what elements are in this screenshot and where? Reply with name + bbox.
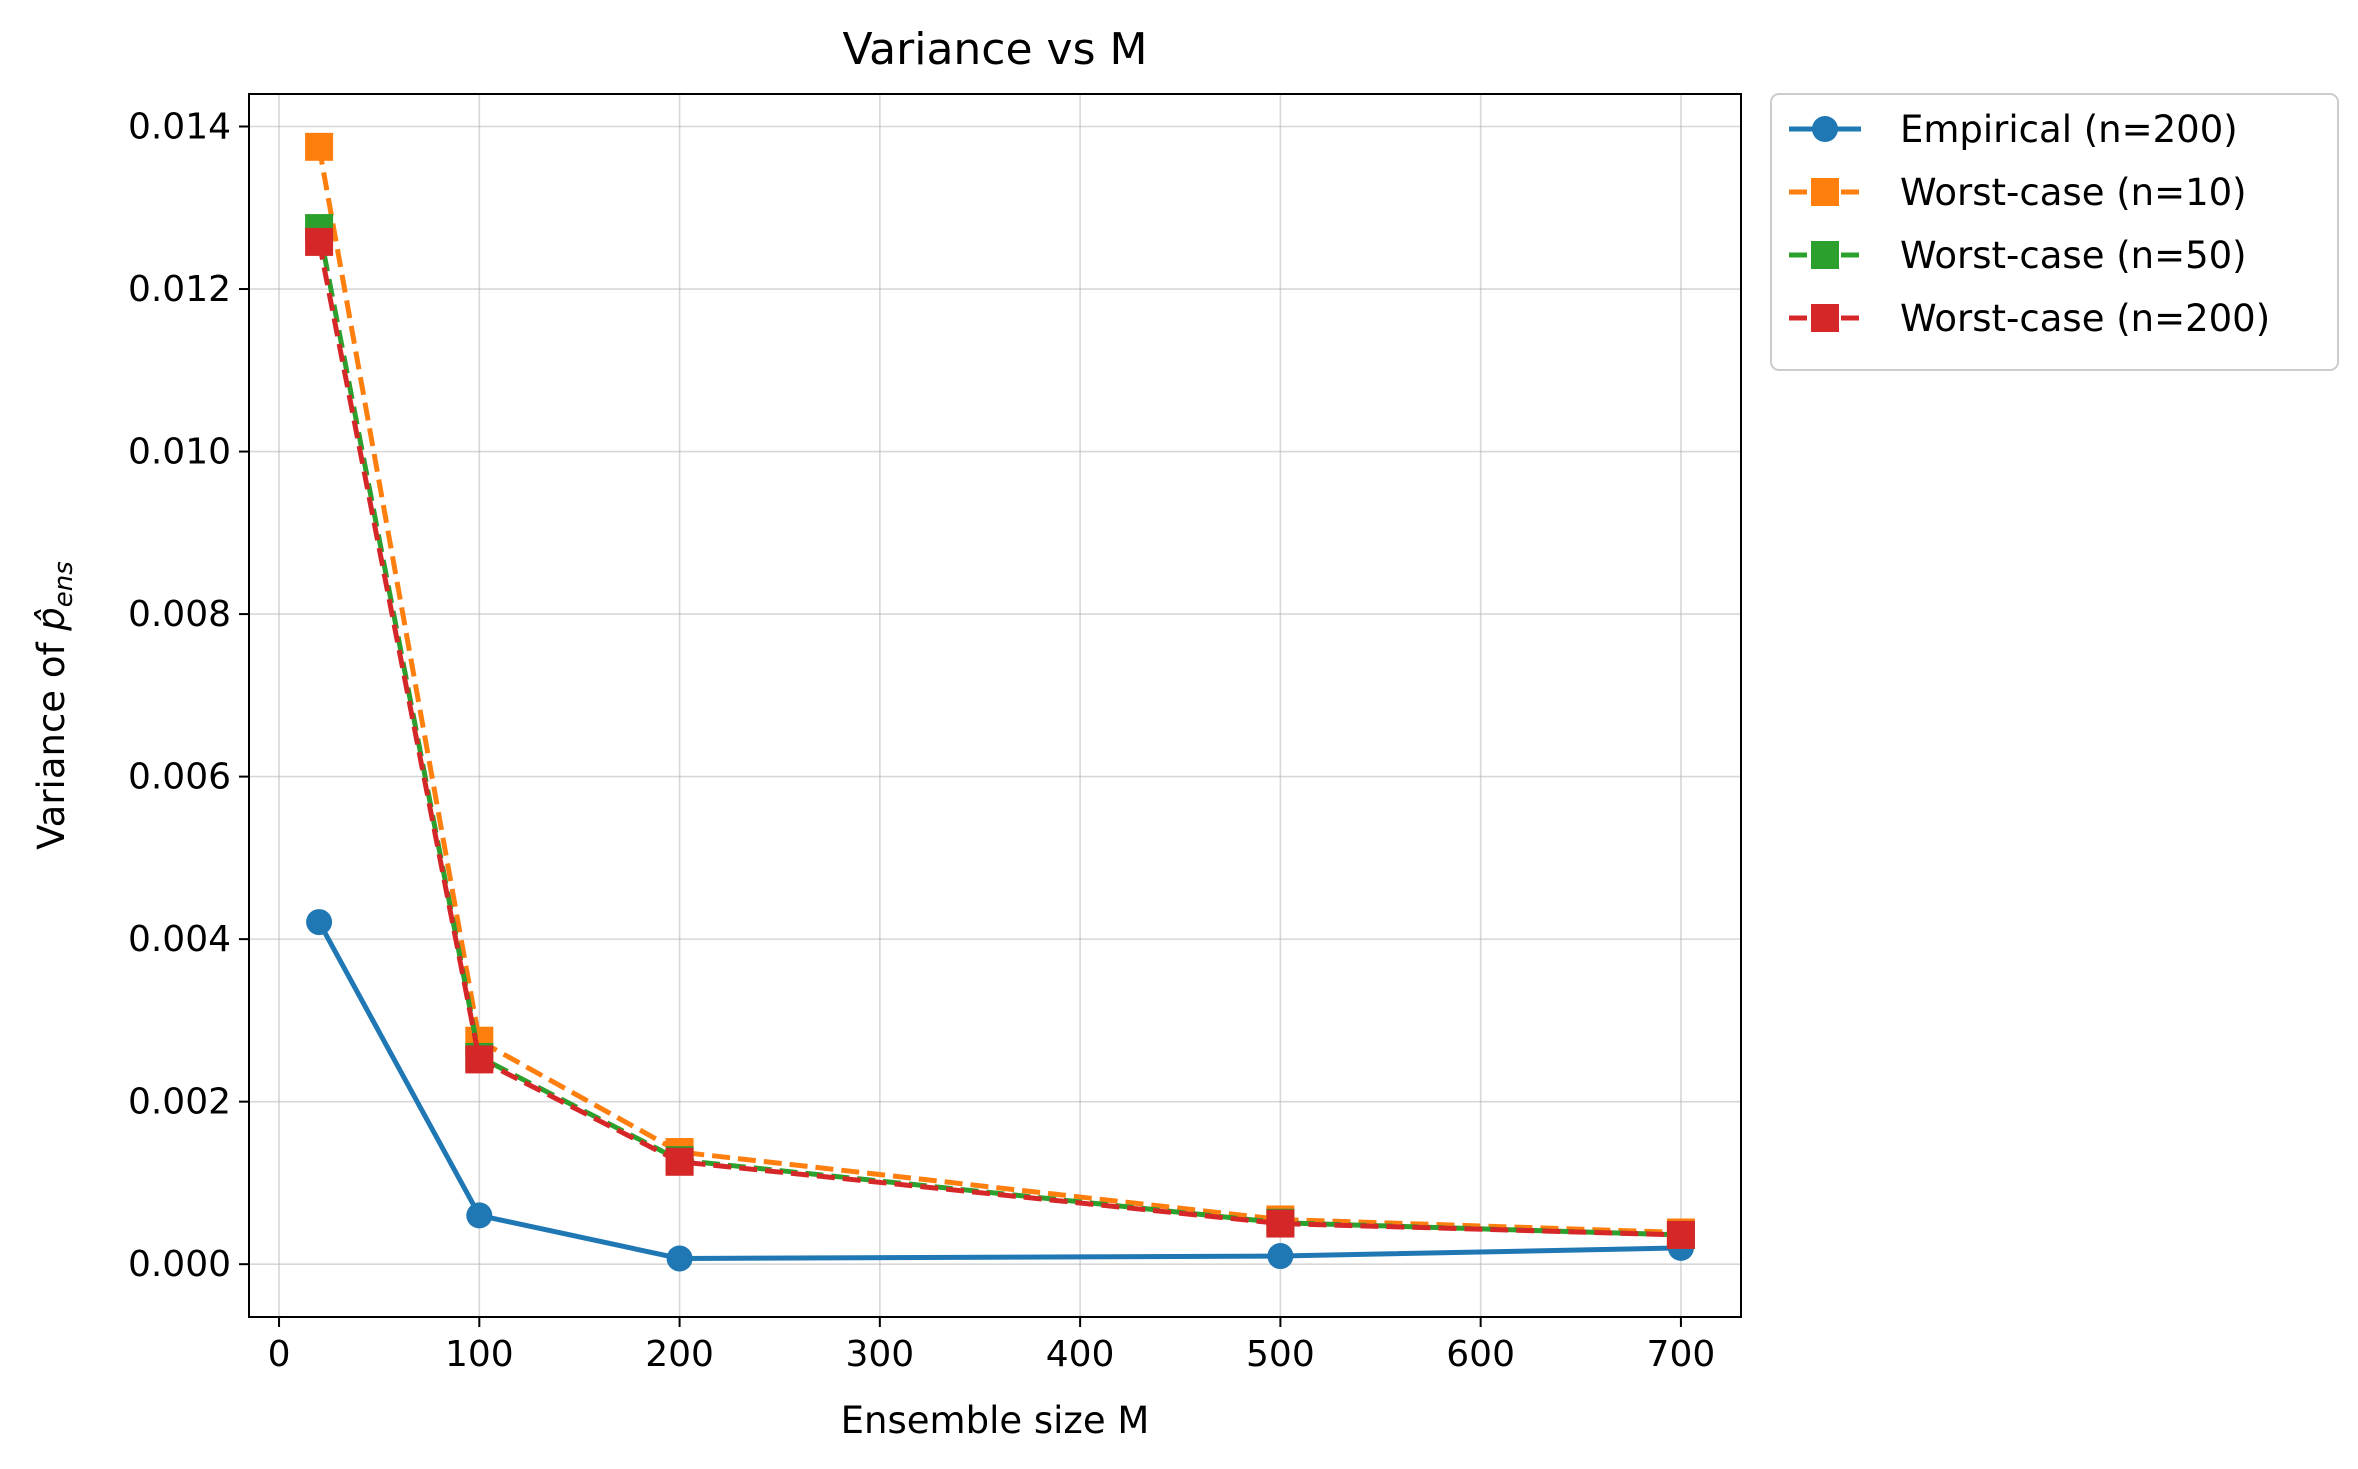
data-point [665, 1147, 694, 1176]
x-tick-label: 600 [1446, 1334, 1515, 1375]
y-axis-label-symbol: p̂ [30, 607, 73, 632]
data-point [306, 909, 333, 936]
x-tick-label: 100 [445, 1334, 514, 1375]
x-tick-label: 400 [1046, 1334, 1115, 1375]
series-layer [305, 132, 1695, 1272]
data-point [305, 132, 334, 161]
data-point [1266, 1209, 1295, 1238]
legend-marker [1811, 304, 1839, 332]
x-tick-label: 500 [1246, 1334, 1315, 1375]
x-tick-label: 300 [845, 1334, 914, 1375]
y-tick-label: 0.002 [128, 1082, 231, 1123]
legend-label: Worst-case (n=50) [1900, 234, 2247, 277]
legend-item: Worst-case (n=10) [1789, 171, 2247, 214]
y-tick-label: 0.000 [128, 1244, 231, 1285]
series-3 [305, 227, 1695, 1249]
data-point [466, 1202, 493, 1229]
legend-frame [1770, 93, 2339, 371]
data-point [1666, 1220, 1695, 1249]
legend-label: Empirical (n=200) [1900, 108, 2238, 151]
legend-item: Empirical (n=200) [1789, 108, 2238, 151]
legend-marker [1812, 116, 1838, 142]
legend-label: Worst-case (n=10) [1900, 171, 2247, 214]
y-tick-label: 0.010 [128, 432, 231, 473]
series-0 [306, 909, 1694, 1272]
data-point [666, 1245, 693, 1272]
y-tick-label: 0.014 [128, 107, 231, 148]
x-tick-label: 0 [268, 1334, 291, 1375]
data-point [465, 1045, 494, 1074]
x-tick-label: 700 [1647, 1334, 1716, 1375]
x-tick-label: 200 [645, 1334, 714, 1375]
legend-item: Worst-case (n=50) [1789, 234, 2247, 277]
legend-label: Worst-case (n=200) [1900, 297, 2270, 340]
grid [249, 94, 1741, 1317]
x-axis-label: Ensemble size M [841, 1399, 1150, 1442]
legend: Empirical (n=200) Worst-case (n=10) Worst-… [1770, 93, 2339, 371]
axis-ticks: 0 100 200 300 400 500 600 700 0.000 0.002 0.004 0.0… [128, 107, 1715, 1375]
legend-item: Worst-case (n=200) [1789, 297, 2270, 340]
data-point [1267, 1243, 1294, 1270]
legend-marker [1811, 241, 1839, 269]
chart-title: Variance vs M [843, 24, 1148, 75]
y-axis-label: Variance of p̂ens [30, 561, 79, 850]
plot-frame [248, 93, 1742, 1318]
y-axis-label-subscript: ens [49, 561, 79, 607]
y-tick-label: 0.008 [128, 594, 231, 635]
y-tick-label: 0.012 [128, 269, 231, 310]
y-axis-label-prefix: Variance of [30, 631, 73, 850]
series-line [316, 146, 1682, 1235]
y-tick-label: 0.004 [128, 919, 231, 960]
data-point [305, 227, 334, 256]
y-tick-label: 0.006 [128, 757, 231, 798]
legend-marker [1811, 178, 1839, 206]
